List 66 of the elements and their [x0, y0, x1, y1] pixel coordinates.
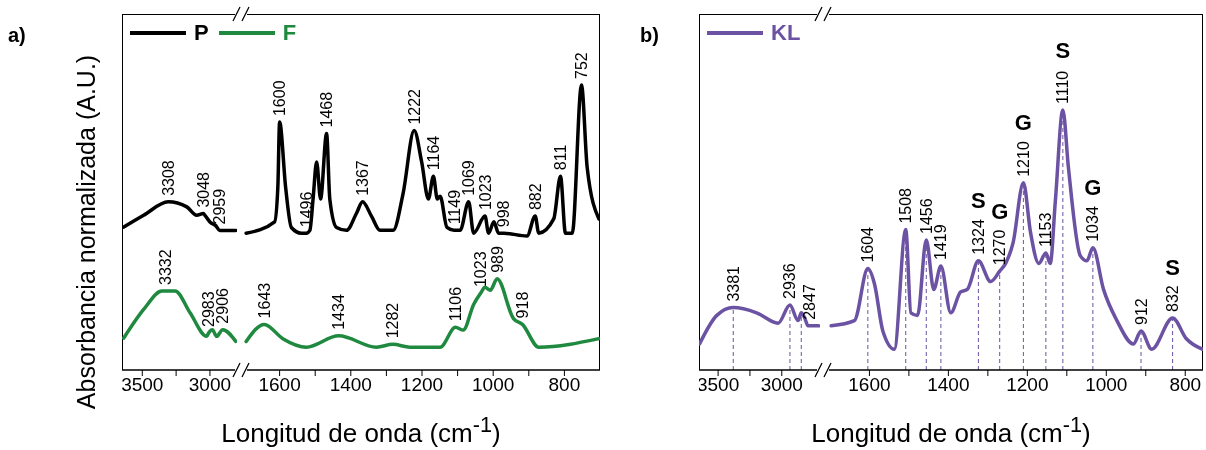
annotation: 1023 — [476, 174, 494, 211]
annotation: 918 — [513, 291, 531, 319]
x-tick-label: 1000 — [472, 374, 515, 396]
annotation: S — [1165, 254, 1180, 280]
annotation: 998 — [495, 200, 513, 228]
annotation: 1434 — [330, 294, 348, 330]
x-tick-label: 1600 — [848, 374, 891, 396]
annotation: 1069 — [460, 160, 478, 196]
x-tick-label: 3000 — [760, 374, 803, 396]
annotation: 1419 — [932, 224, 950, 260]
annotation: G — [1014, 110, 1032, 136]
annotation: S — [971, 188, 986, 214]
annotation: 1153 — [1037, 212, 1055, 247]
text: b) — [640, 24, 659, 47]
annotation: 3381 — [724, 265, 742, 302]
x-axis-title: Longitud de onda (cm$^{-1}$) — [220, 412, 502, 449]
annotation: 1210 — [1014, 141, 1032, 177]
annotation: 1149 — [445, 189, 463, 225]
annotation: 1164 — [424, 135, 442, 171]
x-tick-label: 3000 — [188, 374, 232, 396]
annotation: 989 — [488, 245, 506, 273]
x-tick-label: 1200 — [400, 374, 444, 396]
x-tick-label: 800 — [548, 374, 581, 396]
x-tick-label: 1400 — [329, 374, 372, 396]
annotation: 752 — [572, 52, 590, 79]
annotation: 1270 — [991, 229, 1009, 266]
annotation: G — [1084, 175, 1102, 201]
annotation: 1508 — [897, 187, 915, 224]
annotation: 1643 — [255, 282, 273, 319]
x-axis-title: Longitud de onda (cm$^{-1}$) — [810, 412, 1092, 449]
annotation: 1468 — [318, 91, 336, 128]
annotation: 1456 — [917, 198, 935, 234]
annotation: S — [1055, 37, 1071, 63]
annotation: 1282 — [384, 302, 402, 339]
annotation: 811 — [551, 144, 569, 171]
annotation: 2936 — [781, 263, 799, 299]
x-tick-label: 1000 — [1085, 374, 1128, 396]
annotation: G — [991, 198, 1009, 224]
annotation: 3308 — [159, 160, 177, 196]
annotation: 2959 — [211, 188, 229, 225]
annotation: 1106 — [446, 286, 464, 322]
text: a) — [8, 24, 26, 47]
annotation: 3048 — [194, 171, 212, 208]
legend-label: P — [194, 20, 209, 46]
annotation: 1324 — [969, 219, 987, 255]
y-axis-title: Absorbancia normalizada (A.U.) — [71, 53, 101, 412]
x-tick-label: 1200 — [1006, 374, 1049, 396]
annotation: 1110 — [1054, 70, 1072, 104]
annotation: 1604 — [859, 226, 877, 263]
legend-label: KL — [771, 20, 801, 46]
x-tick-label: 3500 — [121, 374, 164, 396]
annotation: 1034 — [1084, 206, 1102, 242]
x-tick-label: 1400 — [927, 374, 970, 396]
annotation: 832 — [1164, 285, 1182, 312]
x-tick-label: 1600 — [258, 374, 301, 396]
annotation: 3332 — [156, 249, 174, 285]
x-tick-label: 800 — [1169, 374, 1202, 396]
annotation: 882 — [526, 183, 544, 211]
annotation: 2847 — [801, 284, 819, 320]
annotation: 1600 — [271, 80, 289, 117]
annotation: 1222 — [405, 88, 423, 125]
annotation: 2906 — [214, 287, 232, 324]
annotation: 1367 — [354, 160, 372, 196]
annotation: 1023 — [472, 251, 490, 288]
annotation: 912 — [1132, 298, 1150, 325]
legend-label: F — [282, 20, 297, 46]
